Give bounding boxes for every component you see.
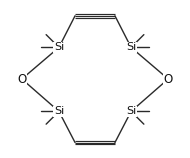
Text: O: O <box>17 73 26 85</box>
Text: Si: Si <box>54 42 64 52</box>
Text: O: O <box>164 73 173 85</box>
Text: Si: Si <box>126 42 136 52</box>
Text: Si: Si <box>54 106 64 116</box>
Text: Si: Si <box>126 106 136 116</box>
